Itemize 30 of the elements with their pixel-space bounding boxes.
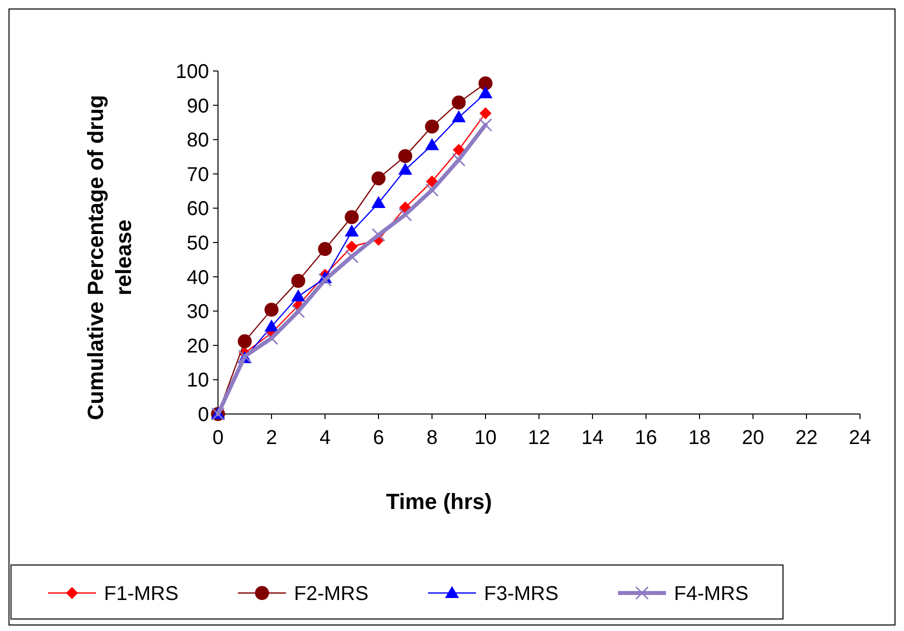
y-tick-label: 60 xyxy=(186,198,209,220)
y-tick-label: 90 xyxy=(186,95,209,118)
y-tick-label: 70 xyxy=(186,164,209,186)
legend-label: F1-MRS xyxy=(104,583,178,605)
y-tick-label: 20 xyxy=(186,335,209,358)
x-tick-label: 18 xyxy=(688,427,711,449)
y-tick-label: 0 xyxy=(198,404,209,426)
y-tick-label: 50 xyxy=(186,232,209,254)
x-tick-label: 0 xyxy=(212,427,224,449)
x-tick-label: 2 xyxy=(266,427,278,449)
legend-label: F2-MRS xyxy=(294,583,368,605)
y-tick-label: 100 xyxy=(176,61,209,83)
x-axis-title: Time (hrs) xyxy=(386,489,492,514)
x-tick-label: 6 xyxy=(372,427,384,449)
x-tick-label: 20 xyxy=(742,427,764,449)
y-axis-title: Cumulative Percentage of drug release xyxy=(83,94,136,420)
legend-label: F3-MRS xyxy=(484,583,558,605)
x-tick-label: 12 xyxy=(528,427,550,449)
y-tick-label: 30 xyxy=(186,301,209,324)
y-tick-label: 40 xyxy=(186,266,209,289)
y-tick-label: 10 xyxy=(186,370,209,392)
x-tick-label: 8 xyxy=(426,427,438,449)
x-tick-label: 24 xyxy=(848,427,872,449)
legend-label: F4-MRS xyxy=(674,583,748,605)
x-tick-label: 4 xyxy=(319,427,331,449)
x-tick-label: 10 xyxy=(474,427,497,449)
y-tick-label: 80 xyxy=(186,130,209,152)
x-tick-label: 14 xyxy=(581,427,604,449)
x-tick-label: 16 xyxy=(634,427,658,449)
x-tick-label: 22 xyxy=(795,427,818,449)
